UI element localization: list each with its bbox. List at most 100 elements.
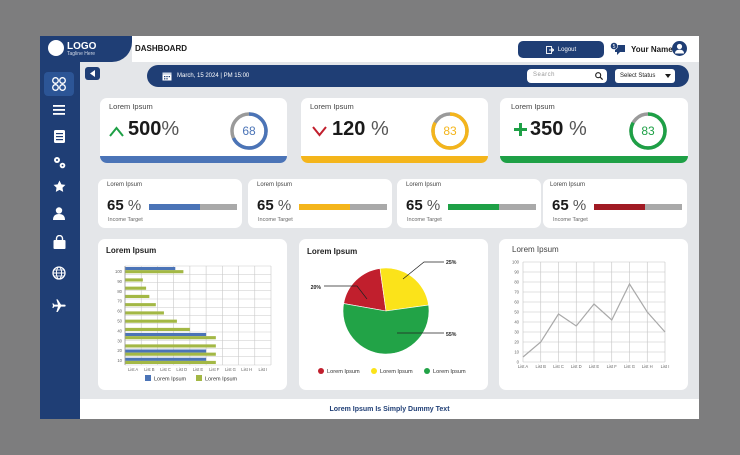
- kpi-color-bar: [301, 156, 488, 163]
- target-value-number: 65: [552, 197, 569, 214]
- chevron-left-icon: [89, 70, 95, 77]
- bar-chart-x-tick: List H: [241, 367, 252, 372]
- kpi-title: Lorem Ipsum: [109, 102, 153, 111]
- bar-chart-bar: [125, 336, 216, 340]
- bar-chart-bar: [125, 303, 156, 307]
- logo-area[interactable]: LOGO Tagline Here: [40, 36, 132, 62]
- target-card[interactable]: Lorem Ipsum 65 % Income Target: [98, 179, 242, 228]
- sidebar-item-menu[interactable]: [44, 98, 74, 122]
- line-chart-y-tick: 60: [514, 300, 519, 305]
- messages-button[interactable]: 5: [610, 42, 626, 56]
- page-title: DASHBOARD: [135, 44, 187, 53]
- date-time: March, 15 2024 | PM 15:00: [177, 73, 250, 79]
- line-chart-x-tick: List I: [661, 364, 670, 369]
- gears-icon: [53, 156, 65, 168]
- avatar[interactable]: [672, 41, 687, 56]
- logo-text: LOGO: [67, 41, 97, 52]
- pie-legend-swatch: [318, 368, 324, 374]
- logo-tagline: Tagline Here: [67, 51, 96, 57]
- sidebar-item-documents[interactable]: [44, 124, 74, 148]
- target-progress-fill: [299, 204, 351, 210]
- pie-legend-swatch: [371, 368, 377, 374]
- sidebar-item-travel[interactable]: [44, 294, 74, 318]
- kpi-ring: 83: [629, 112, 667, 150]
- line-chart-x-tick: List C: [553, 364, 564, 369]
- line-chart-y-tick: 0: [517, 360, 520, 365]
- bar-chart-bar: [125, 349, 207, 353]
- back-button[interactable]: [85, 67, 100, 80]
- target-card[interactable]: Lorem Ipsum 65 % Income Target: [397, 179, 541, 228]
- kpi-value-unit: %: [161, 118, 180, 140]
- airplane-icon: [52, 299, 66, 312]
- filter-bar: March, 15 2024 | PM 15:00 Search Select …: [147, 65, 689, 87]
- bar-chart-y-tick: 20: [117, 348, 122, 353]
- user-avatar-icon: [675, 43, 684, 54]
- sidebar-item-favorites[interactable]: [44, 174, 74, 198]
- bar-chart-y-tick: 40: [117, 328, 122, 333]
- search-input[interactable]: Search: [527, 69, 607, 83]
- target-subtitle: Income Target: [553, 217, 588, 223]
- search-icon[interactable]: [595, 72, 603, 80]
- pie-legend-swatch: [424, 368, 430, 374]
- kpi-value-number: 350: [530, 118, 564, 140]
- pie-legend-label: Lorem Ipsum: [433, 369, 466, 375]
- sidebar-item-profile[interactable]: [44, 201, 74, 225]
- bar-chart-bar: [125, 327, 190, 332]
- target-progress: [448, 204, 536, 210]
- calendar-icon: [162, 72, 172, 81]
- plus-icon: [514, 123, 527, 136]
- kpi-card[interactable]: Lorem Ipsum 350 % 83: [500, 98, 688, 163]
- target-card[interactable]: Lorem Ipsum 65 % Income Target: [248, 179, 392, 228]
- sidebar-item-global[interactable]: [44, 261, 74, 285]
- bar-chart-legend-swatch: [196, 375, 202, 381]
- target-value-unit: %: [127, 197, 142, 214]
- bar-chart-y-tick: 70: [117, 299, 122, 304]
- bar-chart-y-tick: 10: [117, 358, 122, 363]
- bar-chart-y-tick: 30: [117, 338, 122, 343]
- logout-button[interactable]: Logout: [518, 41, 604, 58]
- target-value: 65 %: [107, 197, 141, 214]
- target-value-number: 65: [257, 197, 274, 214]
- pie-legend-label: Lorem Ipsum: [380, 369, 413, 375]
- bar-chart-x-tick: List C: [160, 367, 171, 372]
- target-value-unit: %: [572, 197, 587, 214]
- sidebar: [40, 36, 80, 419]
- target-value: 65 %: [257, 197, 291, 214]
- line-chart-y-tick: 30: [514, 330, 519, 335]
- bar-chart-legend-label: Lorem Ipsum: [205, 377, 238, 383]
- line-chart-x-tick: List E: [589, 364, 600, 369]
- bar-chart-x-tick: List E: [193, 367, 204, 372]
- kpi-title: Lorem Ipsum: [310, 102, 354, 111]
- bar-chart-bar: [125, 294, 150, 299]
- target-progress-fill: [594, 204, 646, 210]
- document-icon: [53, 129, 65, 143]
- user-name[interactable]: Your Name: [631, 45, 673, 54]
- line-chart-x-tick: List B: [536, 364, 547, 369]
- logout-label: Logout: [557, 46, 577, 53]
- sidebar-item-shop[interactable]: [44, 230, 74, 254]
- kpi-ring-value: 83: [443, 124, 457, 138]
- kpi-ring-value: 68: [242, 124, 256, 138]
- line-chart-y-tick: 20: [514, 340, 519, 345]
- top-bar: DASHBOARD Logout 5 Your Name: [132, 36, 699, 62]
- target-title: Lorem Ipsum: [550, 182, 586, 188]
- line-chart-y-tick: 100: [512, 260, 520, 265]
- kpi-card[interactable]: Lorem Ipsum 120 % 83: [301, 98, 488, 163]
- kpi-value-number: 500: [128, 118, 162, 140]
- target-card[interactable]: Lorem Ipsum 65 % Income Target: [543, 179, 687, 228]
- target-title: Lorem Ipsum: [406, 182, 442, 188]
- bar-chart-y-tick: 90: [117, 279, 122, 284]
- bar-chart-x-tick: List D: [176, 367, 187, 372]
- bar-chart-title: Lorem Ipsum: [106, 246, 157, 255]
- line-chart-x-tick: List G: [624, 364, 635, 369]
- sidebar-item-dashboard[interactable]: [44, 72, 74, 96]
- kpi-card[interactable]: Lorem Ipsum 500% 68: [100, 98, 287, 163]
- line-chart-y-tick: 50: [514, 310, 519, 315]
- pie-slice: [342, 303, 430, 355]
- trend-up-icon: [109, 126, 124, 137]
- pie-slice: [343, 268, 387, 312]
- sidebar-item-settings[interactable]: [44, 150, 74, 174]
- status-select[interactable]: Select Status: [615, 69, 675, 83]
- target-title: Lorem Ipsum: [107, 182, 143, 188]
